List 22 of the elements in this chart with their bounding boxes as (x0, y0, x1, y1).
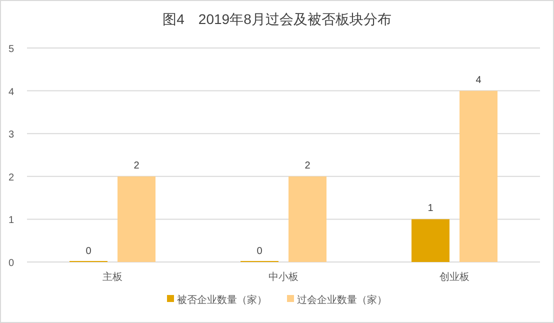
data-label: 1 (428, 203, 434, 214)
bar (288, 176, 326, 262)
y-tick-label: 0 (8, 258, 14, 269)
bar (460, 90, 498, 262)
data-label: 2 (304, 160, 311, 172)
x-tick-label: 创业板 (440, 271, 470, 283)
legend-label: 过会企业数量（家） (297, 294, 387, 306)
data-label: 4 (476, 74, 482, 86)
data-label: 0 (86, 246, 92, 257)
y-tick-label: 3 (8, 130, 14, 141)
data-label: 0 (256, 246, 263, 257)
data-label: 2 (134, 160, 140, 172)
legend-label: 被否企业数量（家） (177, 294, 267, 306)
y-tick-label: 4 (8, 86, 14, 98)
y-tick-label: 5 (8, 44, 14, 55)
chart-title: 图4 2019年8月过会及被否板块分布 (162, 11, 392, 27)
bar (412, 219, 450, 262)
x-tick-label: 主板 (102, 271, 122, 283)
y-tick-label: 2 (8, 172, 14, 184)
x-tick-label: 中小板 (268, 271, 298, 283)
y-tick-label: 1 (8, 215, 14, 226)
bar (118, 176, 156, 262)
